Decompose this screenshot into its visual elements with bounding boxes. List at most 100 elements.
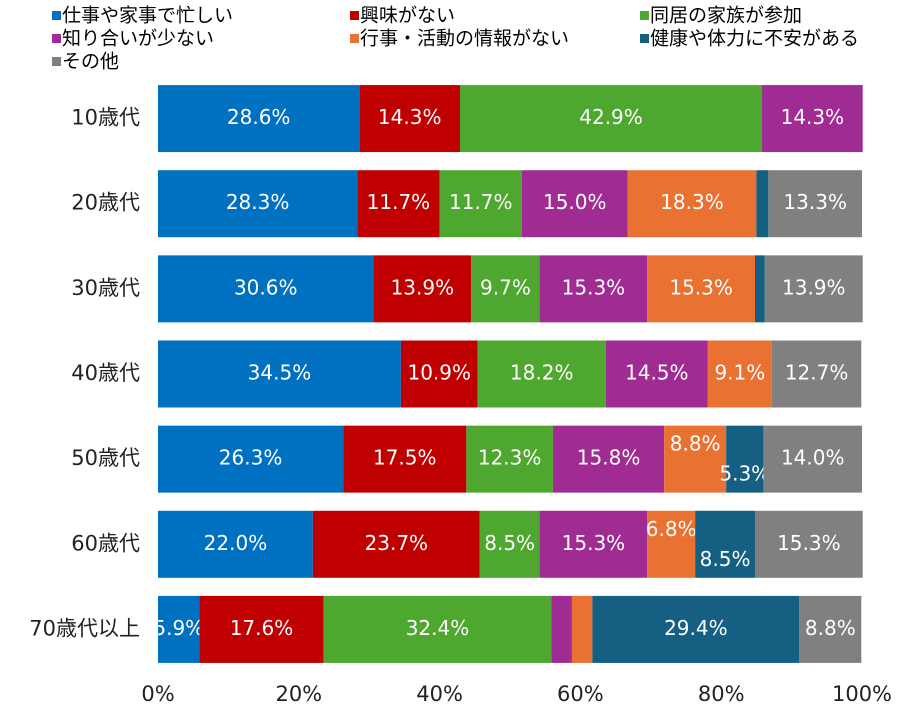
value-label: 15.8%	[577, 446, 641, 470]
value-label: 12.7%	[785, 361, 849, 385]
legend-label: 同居の家族が参加	[650, 5, 802, 27]
value-label: 12.3%	[478, 446, 542, 470]
bar-segment	[158, 595, 200, 663]
bar-segment	[158, 510, 313, 578]
legend-label: 行事・活動の情報がない	[360, 28, 569, 50]
bar-segment	[158, 425, 344, 493]
value-label: 30.6%	[234, 275, 298, 299]
x-tick-label: 80%	[698, 682, 745, 706]
bar-segment	[539, 255, 648, 323]
value-label: 13.9%	[391, 275, 455, 299]
bar-segment	[551, 595, 572, 663]
y-tick-label: 70歳代以上	[29, 616, 140, 640]
bar-segment	[695, 510, 755, 578]
value-label: 8.8%	[805, 616, 856, 640]
legend-swatch	[52, 57, 61, 66]
value-label: 28.6%	[227, 105, 291, 129]
bar-segment	[460, 85, 763, 153]
bar-segment	[799, 595, 862, 663]
bar-segment	[400, 340, 478, 408]
bar-segment	[764, 255, 863, 323]
x-tick-label: 100%	[832, 682, 892, 706]
bar-segment	[605, 340, 708, 408]
value-label: 15.0%	[543, 190, 607, 214]
legend-label: 知り合いが少ない	[62, 28, 214, 50]
y-tick-label: 30歳代	[71, 276, 140, 300]
bar-segment	[439, 170, 522, 238]
legend-label: 興味がない	[360, 5, 455, 27]
bar-segment	[471, 255, 540, 323]
bar-segment	[158, 340, 401, 408]
value-label: 17.6%	[230, 616, 294, 640]
x-tick-label: 40%	[416, 682, 463, 706]
y-tick-label: 10歳代	[71, 106, 140, 130]
legend-swatch	[350, 34, 359, 43]
bar-segment	[199, 595, 324, 663]
bar-segment	[647, 510, 696, 578]
bar-segment	[359, 85, 461, 153]
value-label: 9.7%	[480, 275, 531, 299]
x-tick-label: 20%	[275, 682, 322, 706]
legend-swatch	[350, 11, 359, 20]
legend-swatch	[640, 34, 649, 43]
value-label: 22.0%	[204, 531, 268, 555]
value-label: 18.3%	[660, 190, 724, 214]
legend-label: その他	[62, 51, 119, 73]
value-label: 9.1%	[714, 361, 765, 385]
bar-segment	[477, 340, 606, 408]
value-label: 28.3%	[226, 190, 290, 214]
value-label: 11.7%	[449, 190, 513, 214]
bar-segment	[158, 85, 360, 153]
bar-segment	[754, 510, 863, 578]
bar-segment	[158, 255, 374, 323]
value-label: 8.5%	[484, 531, 535, 555]
value-label: 23.7%	[365, 531, 429, 555]
y-tick-label: 20歳代	[71, 191, 140, 215]
value-label: 14.5%	[625, 361, 689, 385]
y-tick-label: 60歳代	[71, 531, 140, 555]
value-label: 14.3%	[781, 105, 845, 129]
legend-swatch	[640, 11, 649, 20]
bar-segment	[664, 425, 727, 493]
bar-segment	[552, 425, 665, 493]
bar-segment	[343, 425, 467, 493]
value-label: 15.3%	[777, 531, 841, 555]
value-label: 32.4%	[406, 616, 470, 640]
bar-segment	[312, 510, 480, 578]
legend-swatch	[52, 11, 61, 20]
bar-segment	[479, 510, 540, 578]
legend-label: 仕事や家事で忙しい	[62, 5, 233, 27]
value-label: 10.9%	[407, 361, 471, 385]
bar-segment	[768, 170, 862, 238]
bar-segment	[756, 170, 769, 238]
x-tick-label: 0%	[141, 682, 174, 706]
value-label: 11.7%	[367, 190, 431, 214]
y-tick-label: 50歳代	[71, 446, 140, 470]
bar-segment	[762, 85, 863, 153]
bar-segment	[521, 170, 628, 238]
bar-segment	[627, 170, 757, 238]
value-label: 14.0%	[781, 446, 845, 470]
value-label: 8.8%	[670, 432, 721, 456]
legend-swatch	[52, 34, 61, 43]
bar-segment	[771, 340, 862, 408]
value-label: 13.9%	[782, 275, 846, 299]
value-label: 13.3%	[783, 190, 847, 214]
bar-segment	[726, 425, 764, 493]
bar-segment	[571, 595, 593, 663]
bar-segment	[707, 340, 772, 408]
bar-segment	[466, 425, 553, 493]
value-label: 29.4%	[664, 616, 728, 640]
value-label: 5.9%	[153, 616, 204, 640]
value-label: 18.2%	[510, 361, 574, 385]
value-label: 42.9%	[579, 105, 643, 129]
value-label: 5.3%	[719, 462, 770, 486]
value-label: 17.5%	[373, 446, 437, 470]
value-label: 26.3%	[219, 446, 283, 470]
legend-label: 健康や体力に不安がある	[650, 28, 859, 50]
value-label: 6.8%	[646, 517, 697, 541]
bar-segment	[754, 255, 765, 323]
value-label: 34.5%	[248, 361, 312, 385]
bar-segment	[158, 170, 358, 238]
